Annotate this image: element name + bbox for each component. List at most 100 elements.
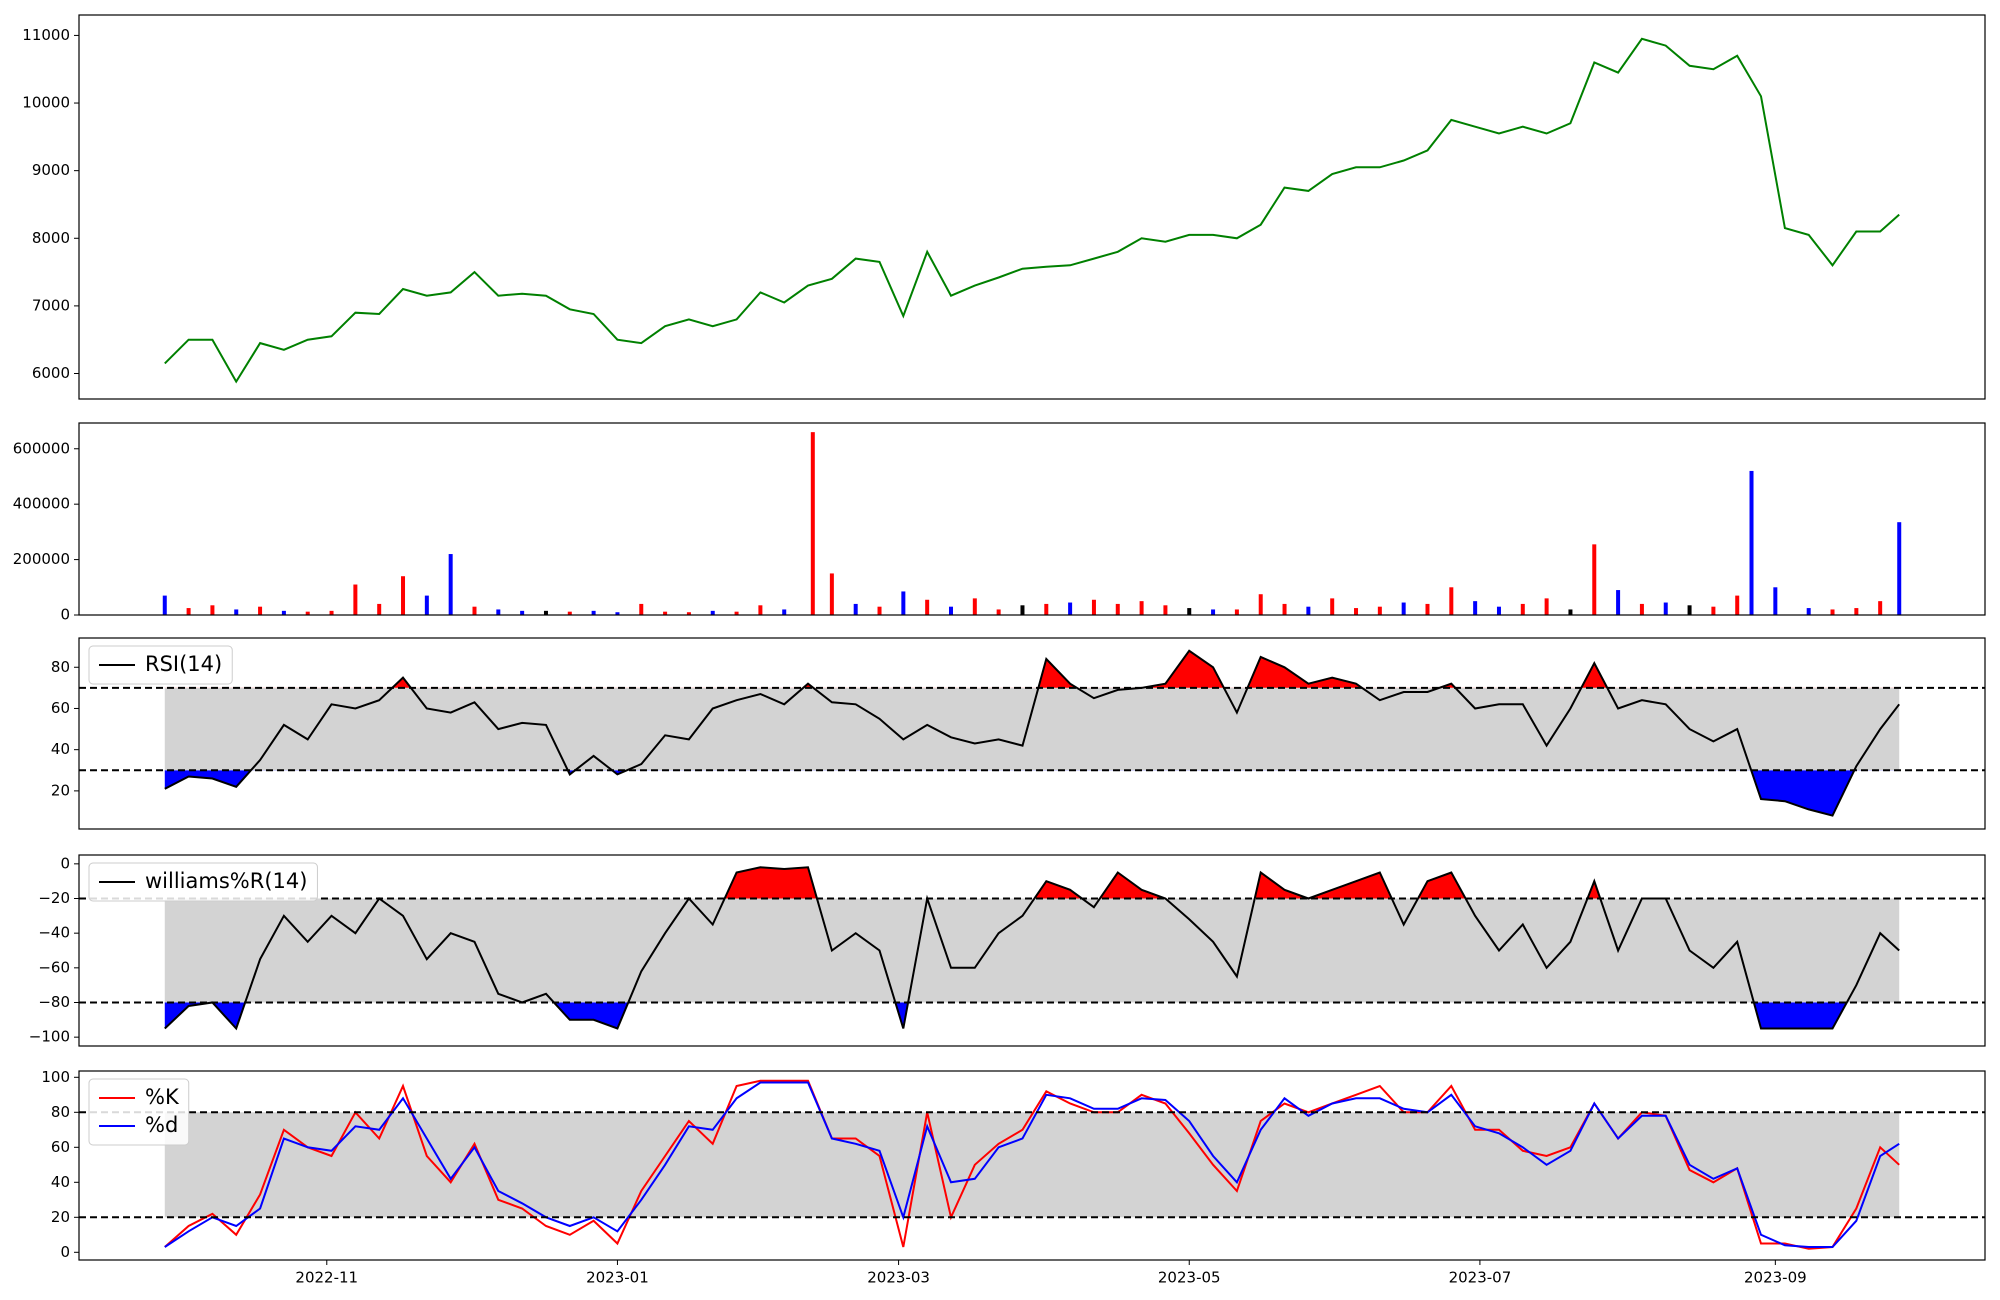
y-tick-label: 40 bbox=[51, 1173, 70, 1191]
bar bbox=[1163, 605, 1168, 615]
bar bbox=[1616, 590, 1621, 615]
x-tick-label: 2023-05 bbox=[1158, 1269, 1221, 1287]
y-tick-label: 10000 bbox=[22, 94, 70, 112]
bar bbox=[1258, 594, 1263, 615]
bar bbox=[1425, 603, 1430, 615]
panel: 0 200000 400000 600000 bbox=[13, 422, 1986, 624]
bar bbox=[663, 611, 668, 615]
x-tick-label: 2023-01 bbox=[586, 1269, 649, 1287]
axes-frame bbox=[78, 422, 1986, 616]
bar bbox=[1639, 603, 1644, 615]
bar bbox=[591, 610, 596, 615]
bar bbox=[329, 610, 334, 615]
y-tick-label: 11000 bbox=[22, 26, 70, 44]
y-tick-label: 400000 bbox=[13, 495, 70, 513]
bar bbox=[1139, 601, 1144, 615]
bar bbox=[1830, 609, 1835, 615]
bar bbox=[1496, 606, 1501, 615]
bar bbox=[639, 603, 644, 615]
bar bbox=[1773, 587, 1778, 615]
series-line bbox=[164, 866, 1900, 1031]
panel: 20 40 60 80 RSI(14) bbox=[51, 637, 1986, 830]
plot-area bbox=[162, 432, 1902, 615]
bar bbox=[1473, 601, 1478, 615]
y-tick-label: 9000 bbox=[32, 161, 70, 179]
bar bbox=[1020, 605, 1025, 615]
axes-frame bbox=[78, 1070, 1986, 1261]
bar bbox=[448, 554, 453, 615]
bar bbox=[520, 610, 525, 615]
bar bbox=[1878, 601, 1883, 615]
y-tick-label: 80 bbox=[51, 658, 70, 676]
plot-area bbox=[164, 649, 1900, 817]
y-tick-label: 60 bbox=[51, 699, 70, 717]
y-tick-label: 7000 bbox=[32, 296, 70, 314]
bar bbox=[829, 573, 834, 615]
y-tick-label: −40 bbox=[38, 924, 70, 942]
y-tick-label: 8000 bbox=[32, 229, 70, 247]
bar bbox=[234, 609, 239, 615]
bar bbox=[1044, 603, 1049, 615]
legend-label: RSI(14) bbox=[145, 652, 222, 676]
y-tick-label: 40 bbox=[51, 740, 70, 758]
bar bbox=[186, 608, 191, 615]
y-tick-label: 20 bbox=[51, 781, 70, 799]
threshold-fill bbox=[379, 867, 1666, 899]
bar bbox=[1711, 606, 1716, 615]
bar bbox=[996, 609, 1001, 615]
bar bbox=[258, 606, 263, 615]
y-tick-label: 0 bbox=[60, 854, 70, 872]
legend-label: williams%R(14) bbox=[145, 869, 307, 893]
plot-area bbox=[164, 1079, 1900, 1250]
bar bbox=[925, 599, 930, 615]
bar bbox=[210, 605, 215, 615]
y-tick-label: 6000 bbox=[32, 364, 70, 382]
bar bbox=[1544, 598, 1549, 615]
bar bbox=[401, 576, 406, 615]
bar bbox=[734, 611, 739, 615]
y-tick-label: 600000 bbox=[13, 439, 70, 457]
bar bbox=[305, 611, 310, 615]
x-tick-label: 2023-07 bbox=[1449, 1269, 1512, 1287]
bar bbox=[1091, 599, 1096, 615]
bar bbox=[377, 603, 382, 615]
legend-box bbox=[88, 1078, 190, 1146]
bar bbox=[281, 610, 286, 615]
bar bbox=[1449, 587, 1454, 615]
bar bbox=[710, 610, 715, 615]
band bbox=[164, 898, 1900, 1003]
y-tick-label: 200000 bbox=[13, 550, 70, 568]
bar bbox=[1592, 544, 1597, 615]
panel: 6000 7000 8000 9000 10000 11000 bbox=[22, 14, 1986, 400]
series-line bbox=[164, 37, 1900, 384]
series-line bbox=[164, 1081, 1900, 1248]
bar bbox=[877, 606, 882, 615]
y-tick-label: −80 bbox=[38, 993, 70, 1011]
bar bbox=[1806, 608, 1811, 615]
panel: 0 20 40 60 80 100 2022-11 2023-01 2023-03 2023-05… bbox=[41, 1068, 1986, 1287]
legend-box bbox=[88, 862, 318, 902]
bar bbox=[353, 584, 358, 615]
y-tick-label: 0 bbox=[60, 1243, 70, 1261]
bar bbox=[1282, 603, 1287, 615]
legend-label: %K bbox=[145, 1085, 180, 1109]
bar bbox=[758, 605, 763, 615]
axes-frame bbox=[78, 637, 1986, 830]
bar bbox=[901, 591, 906, 615]
bar bbox=[1377, 606, 1382, 615]
legend-box bbox=[88, 645, 233, 685]
bar bbox=[615, 612, 620, 615]
plot-area bbox=[164, 866, 1900, 1031]
bar bbox=[1068, 602, 1073, 615]
y-tick-label: −60 bbox=[38, 958, 70, 976]
bar bbox=[1354, 608, 1359, 615]
threshold-fill bbox=[164, 1002, 1900, 1029]
x-tick-label: 2023-09 bbox=[1744, 1269, 1807, 1287]
bar bbox=[1568, 609, 1573, 615]
bar bbox=[853, 603, 858, 615]
y-tick-label: −100 bbox=[29, 1028, 70, 1046]
bar bbox=[686, 612, 691, 615]
axes-frame bbox=[78, 14, 1986, 400]
bar bbox=[1330, 598, 1335, 615]
